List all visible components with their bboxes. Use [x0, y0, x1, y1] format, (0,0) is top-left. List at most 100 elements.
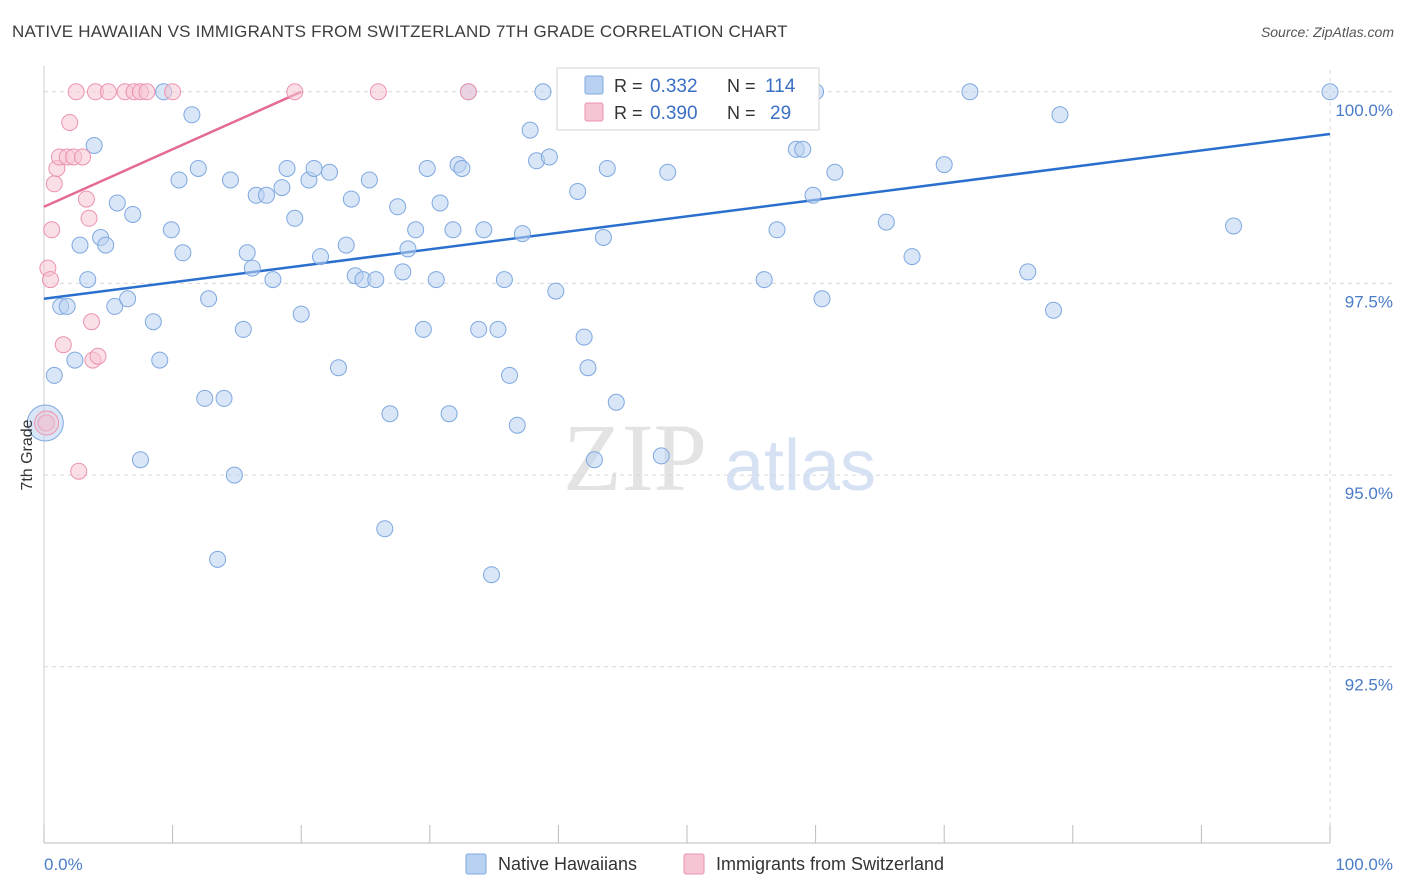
point-native-hawaiians	[200, 290, 218, 308]
point-native-hawaiians	[585, 451, 603, 469]
y-tick-label: 95.0%	[1345, 484, 1393, 503]
point-immigrants-switzerland	[74, 148, 92, 166]
y-tick-label: 97.5%	[1345, 292, 1393, 311]
point-native-hawaiians	[1321, 83, 1339, 101]
point-native-hawaiians	[286, 209, 304, 227]
point-native-hawaiians	[389, 198, 407, 216]
point-native-hawaiians	[144, 313, 162, 331]
point-native-hawaiians	[79, 271, 97, 289]
point-native-hawaiians	[407, 221, 425, 239]
point-native-hawaiians	[174, 244, 192, 262]
axes	[43, 66, 1331, 844]
point-native-hawaiians	[273, 179, 291, 197]
point-native-hawaiians	[1051, 106, 1069, 124]
point-native-hawaiians	[234, 320, 252, 338]
point-native-hawaiians	[813, 290, 831, 308]
point-native-hawaiians	[427, 271, 445, 289]
legend-n-value-1: 114	[765, 76, 796, 97]
point-native-hawaiians	[257, 186, 275, 204]
point-native-hawaiians	[58, 297, 76, 315]
point-native-hawaiians	[652, 447, 670, 465]
legend-r-value-1: 0.332	[650, 76, 698, 97]
point-native-hawaiians	[238, 244, 256, 262]
point-immigrants-switzerland	[70, 462, 88, 480]
point-native-hawaiians	[826, 163, 844, 181]
legend-r-value-2: 0.390	[650, 103, 698, 124]
watermark: ZIP atlas	[563, 404, 876, 511]
point-native-hawaiians	[85, 136, 103, 154]
point-native-hawaiians	[659, 163, 677, 181]
point-native-hawaiians	[381, 405, 399, 423]
point-immigrants-switzerland	[41, 271, 59, 289]
point-native-hawaiians	[106, 297, 124, 315]
point-native-hawaiians	[124, 205, 142, 223]
point-native-hawaiians	[399, 240, 417, 258]
point-native-hawaiians	[475, 221, 493, 239]
point-native-hawaiians	[935, 156, 953, 174]
point-immigrants-switzerland	[61, 113, 79, 131]
watermark-atlas: atlas	[724, 426, 876, 506]
grid-lines	[44, 70, 1393, 843]
series-legend-label-pink: Immigrants from Switzerland	[716, 854, 944, 874]
point-native-hawaiians	[513, 225, 531, 243]
point-native-hawaiians	[131, 451, 149, 469]
point-native-hawaiians	[903, 248, 921, 266]
point-native-hawaiians	[418, 159, 436, 177]
point-native-hawaiians	[453, 159, 471, 177]
point-native-hawaiians	[342, 190, 360, 208]
point-native-hawaiians	[360, 171, 378, 189]
point-native-hawaiians	[489, 320, 507, 338]
point-native-hawaiians	[534, 83, 552, 101]
point-native-hawaiians	[71, 236, 89, 254]
legend-n-label-1: N =	[727, 76, 756, 96]
point-native-hawaiians	[264, 271, 282, 289]
point-immigrants-switzerland	[43, 221, 61, 239]
point-native-hawaiians	[119, 290, 137, 308]
point-native-hawaiians	[961, 83, 979, 101]
point-native-hawaiians	[45, 366, 63, 384]
point-native-hawaiians	[755, 271, 773, 289]
point-native-hawaiians	[569, 182, 587, 200]
point-native-hawaiians	[1045, 301, 1063, 319]
point-native-hawaiians	[594, 228, 612, 246]
point-native-hawaiians	[189, 159, 207, 177]
point-native-hawaiians	[320, 163, 338, 181]
point-native-hawaiians	[470, 320, 488, 338]
point-native-hawaiians	[768, 221, 786, 239]
point-native-hawaiians	[598, 159, 616, 177]
point-native-hawaiians	[221, 171, 239, 189]
point-native-hawaiians	[215, 389, 233, 407]
x-tick-label-max: 100.0%	[1335, 855, 1393, 874]
watermark-zip: ZIP	[563, 404, 707, 511]
point-native-hawaiians	[508, 416, 526, 434]
point-native-hawaiians	[440, 405, 458, 423]
stats-legend: R = 0.332 N = 114 R = 0.390 N = 29	[556, 67, 820, 131]
point-native-hawaiians	[97, 236, 115, 254]
x-tick-label-min: 0.0%	[44, 855, 83, 874]
point-immigrants-switzerland	[67, 83, 85, 101]
trend-line-immigrants-switzerland	[43, 90, 302, 208]
point-native-hawaiians	[483, 566, 501, 584]
legend-swatch-blue	[584, 75, 604, 95]
point-native-hawaiians	[225, 466, 243, 484]
point-native-hawaiians	[162, 221, 180, 239]
legend-n-value-2: 29	[770, 103, 791, 124]
point-native-hawaiians	[183, 106, 201, 124]
point-native-hawaiians	[501, 366, 519, 384]
point-native-hawaiians	[540, 148, 558, 166]
chart-title: NATIVE HAWAIIAN VS IMMIGRANTS FROM SWITZ…	[12, 22, 788, 41]
source-credit: Source: ZipAtlas.com	[1260, 24, 1394, 40]
series-legend-label-blue: Native Hawaiians	[498, 854, 637, 874]
point-native-hawaiians	[367, 271, 385, 289]
point-native-hawaiians	[108, 194, 126, 212]
point-immigrants-switzerland-large	[34, 410, 60, 436]
point-native-hawaiians	[311, 248, 329, 266]
point-native-hawaiians	[305, 159, 323, 177]
point-native-hawaiians	[196, 389, 214, 407]
point-immigrants-switzerland	[138, 83, 156, 101]
point-native-hawaiians	[521, 121, 539, 139]
point-native-hawaiians	[66, 351, 84, 369]
point-native-hawaiians	[547, 282, 565, 300]
point-native-hawaiians	[329, 359, 347, 377]
